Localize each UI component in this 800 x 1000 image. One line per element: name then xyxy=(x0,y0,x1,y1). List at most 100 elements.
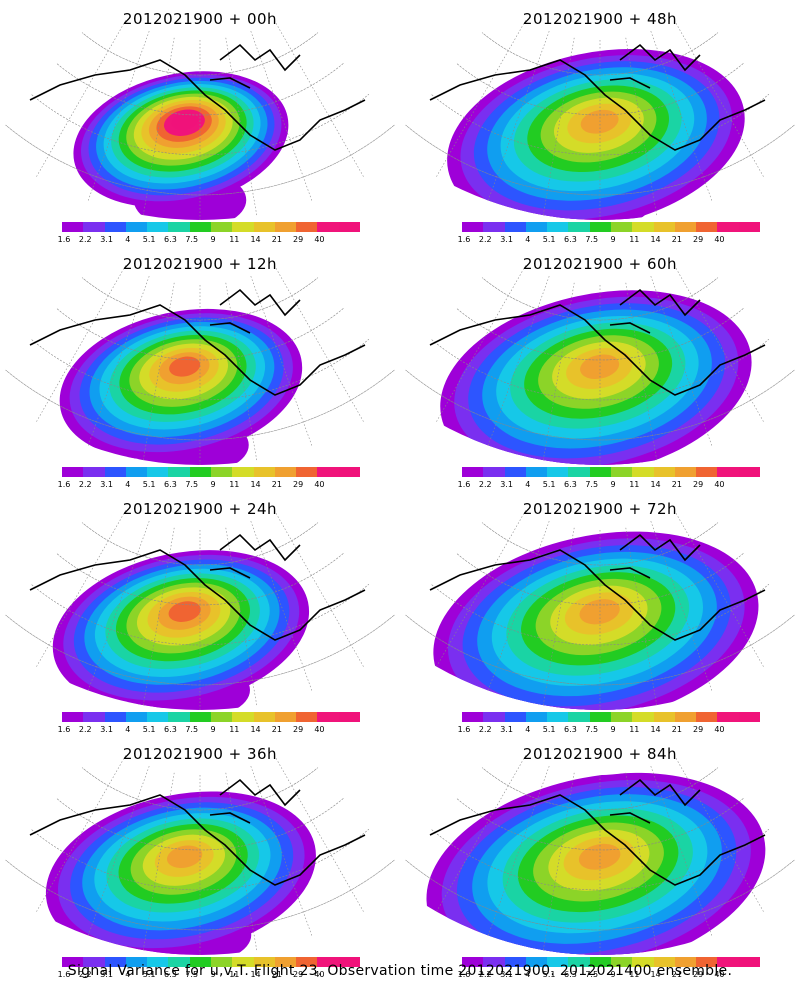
latitude-line xyxy=(481,277,719,321)
graticule xyxy=(405,510,795,710)
map-panel: 2012021900 + 72h 1.6 2.2 3.1 4 5.1 6.3 7.5 9 11 14… xyxy=(400,490,800,735)
colorbar-tick-label: 29 xyxy=(693,725,704,734)
colorbar-swatch xyxy=(696,957,718,967)
colorbar-tick-label: 1.6 xyxy=(57,235,71,244)
colorbar-swatch xyxy=(189,712,211,722)
graticule xyxy=(405,20,795,220)
latitude-line xyxy=(456,553,744,606)
colorbar-tick-label: 14 xyxy=(650,725,661,734)
colorbar-tick-label: 29 xyxy=(293,480,304,489)
colorbar-tick-label: 4 xyxy=(525,970,531,979)
coastline xyxy=(29,533,366,641)
map-panel: 2012021900 + 60h 1.6 2.2 3.1 4 5.1 6.3 7.5 9 11 14… xyxy=(400,245,800,490)
colorbar-tick-label: 9 xyxy=(610,725,616,734)
colorbar-tick-label: 4 xyxy=(525,725,531,734)
latitude-line xyxy=(5,614,395,686)
colorbar-swatch xyxy=(462,712,484,722)
colorbar-tick-label: 6.3 xyxy=(564,235,577,244)
colorbar-swatch xyxy=(525,222,548,232)
latitude-line xyxy=(456,63,744,116)
colorbar-tick-label: 40 xyxy=(314,480,325,489)
colorbar-swatch xyxy=(632,957,654,967)
colorbar-tick-label: 3.1 xyxy=(100,725,113,734)
colorbar-swatch xyxy=(525,957,548,967)
colorbar-tick-label: 5.1 xyxy=(542,970,556,979)
colorbar-swatch xyxy=(504,957,526,967)
colorbar-swatch xyxy=(168,712,190,722)
colorbar-swatch xyxy=(317,957,339,967)
colorbar-swatch xyxy=(147,712,169,722)
colorbar-tick-label: 5.1 xyxy=(142,970,156,979)
colorbar-swatch xyxy=(504,222,526,232)
colorbar-tick-label: 6.3 xyxy=(564,480,577,489)
panel-title: 2012021900 + 00h xyxy=(122,10,278,28)
variance-field xyxy=(0,5,400,220)
colorbar-tick-label: 9 xyxy=(610,235,616,244)
colorbar-tick-label: 14 xyxy=(250,970,261,979)
colorbar-tick-label: 14 xyxy=(650,235,661,244)
colorbar-tick-label: 21 xyxy=(271,725,282,734)
colorbar-swatch xyxy=(610,957,633,967)
colorbar-swatch xyxy=(253,712,275,722)
latitude-line xyxy=(456,798,744,851)
colorbar-swatch xyxy=(547,222,569,232)
colorbar-tick-label: 11 xyxy=(629,725,640,734)
colorbar-tick-label: 11 xyxy=(229,970,240,979)
colorbar-swatch xyxy=(717,222,739,232)
latitude-line xyxy=(405,859,795,931)
map-panel: 2012021900 + 12h 1.6 2.2 3.1 4 5.1 6.3 7.5 9 11 14… xyxy=(0,245,400,490)
colorbar-swatch xyxy=(189,467,211,477)
colorbar-tick-label: 4 xyxy=(125,725,131,734)
latitude-line xyxy=(5,369,395,441)
graticule xyxy=(5,510,395,710)
contour-level xyxy=(166,845,203,869)
colorbar-tick-label: 5.1 xyxy=(142,480,156,489)
colorbar-tick-label: 3.1 xyxy=(100,970,113,979)
colorbar-tick-label: 21 xyxy=(671,970,682,979)
panel-title: 2012021900 + 36h xyxy=(122,745,278,763)
colorbar-swatch xyxy=(610,712,633,722)
colorbar-swatch xyxy=(568,957,590,967)
contour-level xyxy=(171,112,198,131)
colorbar-swatch xyxy=(125,957,148,967)
colorbar-swatch xyxy=(125,712,148,722)
colorbar-swatch xyxy=(568,467,590,477)
colorbar-swatch xyxy=(589,712,611,722)
variance-field xyxy=(0,250,400,465)
polar-stereographic-map xyxy=(0,5,400,220)
colorbar-swatch xyxy=(738,467,760,477)
colorbar-swatch xyxy=(232,222,254,232)
colorbar-swatch xyxy=(568,222,590,232)
graticule xyxy=(5,755,395,955)
latitude-line xyxy=(81,32,319,76)
colorbar-swatch xyxy=(168,467,190,477)
latitude-line xyxy=(405,369,795,441)
colorbar-swatch xyxy=(632,467,654,477)
colorbar-swatch xyxy=(83,712,105,722)
polar-stereographic-map xyxy=(400,250,800,465)
colorbar-tick-label: 2.2 xyxy=(478,480,492,489)
colorbar-tick-label: 14 xyxy=(650,480,661,489)
colorbar-swatch xyxy=(274,712,297,722)
coastline xyxy=(429,43,766,151)
colorbar-swatch xyxy=(147,467,169,477)
colorbar-swatch xyxy=(104,467,126,477)
colorbar xyxy=(62,957,360,967)
latitude-line xyxy=(456,308,744,361)
colorbar-tick-label: 1.6 xyxy=(457,235,471,244)
colorbar-swatch xyxy=(462,222,484,232)
colorbar-tick-label: 6.3 xyxy=(164,970,177,979)
colorbar-swatch xyxy=(483,467,505,477)
colorbar-tick-label: 11 xyxy=(629,235,640,244)
colorbar-swatch xyxy=(738,957,760,967)
colorbar-swatch xyxy=(83,222,105,232)
colorbar-swatch xyxy=(589,957,611,967)
colorbar-tick-label: 29 xyxy=(693,970,704,979)
colorbar-swatch xyxy=(674,712,697,722)
contour-level xyxy=(579,599,620,625)
colorbar-swatch xyxy=(338,957,360,967)
polar-stereographic-map xyxy=(0,495,400,710)
colorbar-tick-label: 2.2 xyxy=(478,235,492,244)
colorbar-swatch xyxy=(653,712,675,722)
colorbar-tick-label: 7.5 xyxy=(185,235,199,244)
